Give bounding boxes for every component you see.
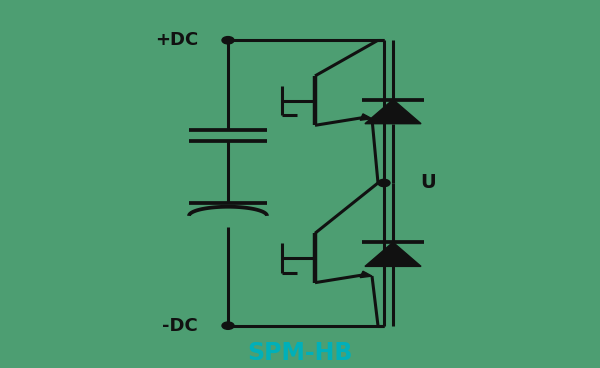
- Circle shape: [222, 36, 234, 44]
- Text: SPM-HB: SPM-HB: [247, 341, 353, 365]
- Circle shape: [378, 179, 390, 187]
- Text: -DC: -DC: [162, 317, 198, 335]
- Polygon shape: [360, 271, 372, 277]
- Text: U: U: [420, 173, 436, 192]
- Polygon shape: [365, 99, 421, 124]
- Circle shape: [222, 322, 234, 329]
- Polygon shape: [365, 242, 421, 266]
- Polygon shape: [360, 114, 372, 120]
- Text: +DC: +DC: [155, 31, 198, 49]
